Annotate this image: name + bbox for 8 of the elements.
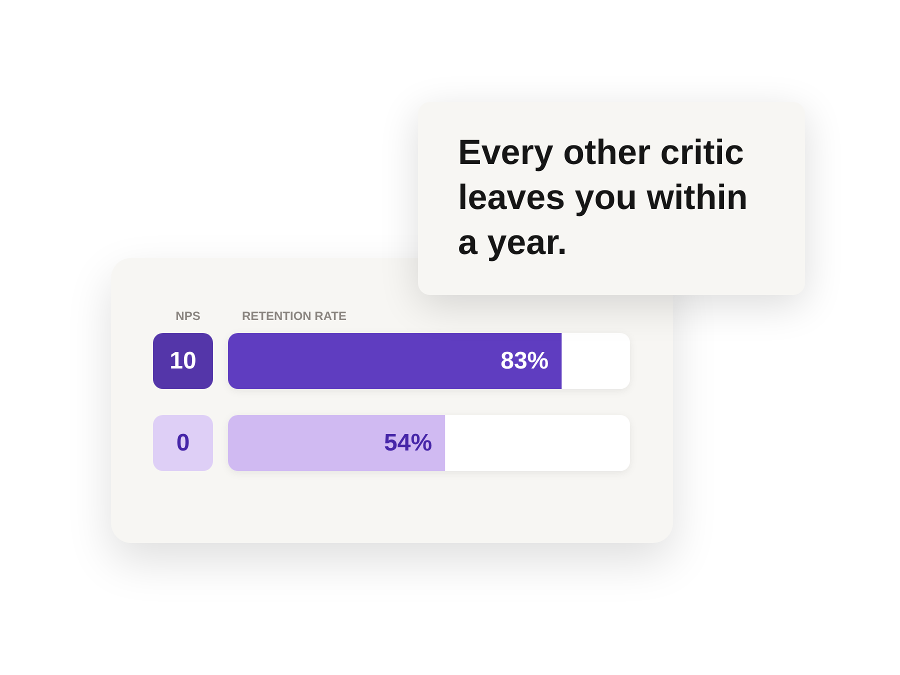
chart-title: Every other critic leaves you within a year.: [458, 132, 749, 264]
y-tick-label: 10: [170, 348, 196, 374]
y-tick-label: 0: [176, 430, 190, 456]
data-label: 54%: [384, 430, 432, 456]
card: Every other critic leaves you within a year.: [418, 102, 805, 295]
x-axis-title: RETENTION RATE: [242, 309, 346, 323]
data-label: 83%: [500, 348, 549, 374]
y-axis-title: NPS: [176, 309, 200, 323]
